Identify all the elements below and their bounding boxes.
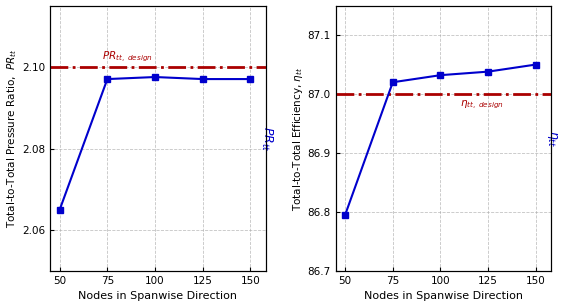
Y-axis label: Total-to-Total Pressure Ratio,  $\mathit{PR}_{tt}$: Total-to-Total Pressure Ratio, $\mathit{… [6, 49, 19, 228]
Y-axis label: Total-to-Total Efficiency, $\mathit{\eta}_{tt}$: Total-to-Total Efficiency, $\mathit{\eta… [290, 66, 305, 211]
Text: $\mathit{\eta}_{tt,\ design}$: $\mathit{\eta}_{tt,\ design}$ [459, 98, 503, 111]
X-axis label: Nodes in Spanwise Direction: Nodes in Spanwise Direction [364, 291, 523, 301]
Y-axis label: $\mathit{PR}_{tt}$: $\mathit{PR}_{tt}$ [259, 126, 274, 151]
X-axis label: Nodes in Spanwise Direction: Nodes in Spanwise Direction [79, 291, 237, 301]
Text: $\mathit{PR}_{tt,\ design}$: $\mathit{PR}_{tt,\ design}$ [102, 49, 153, 64]
Y-axis label: $\mathit{\eta}_{tt}$: $\mathit{\eta}_{tt}$ [545, 130, 559, 147]
